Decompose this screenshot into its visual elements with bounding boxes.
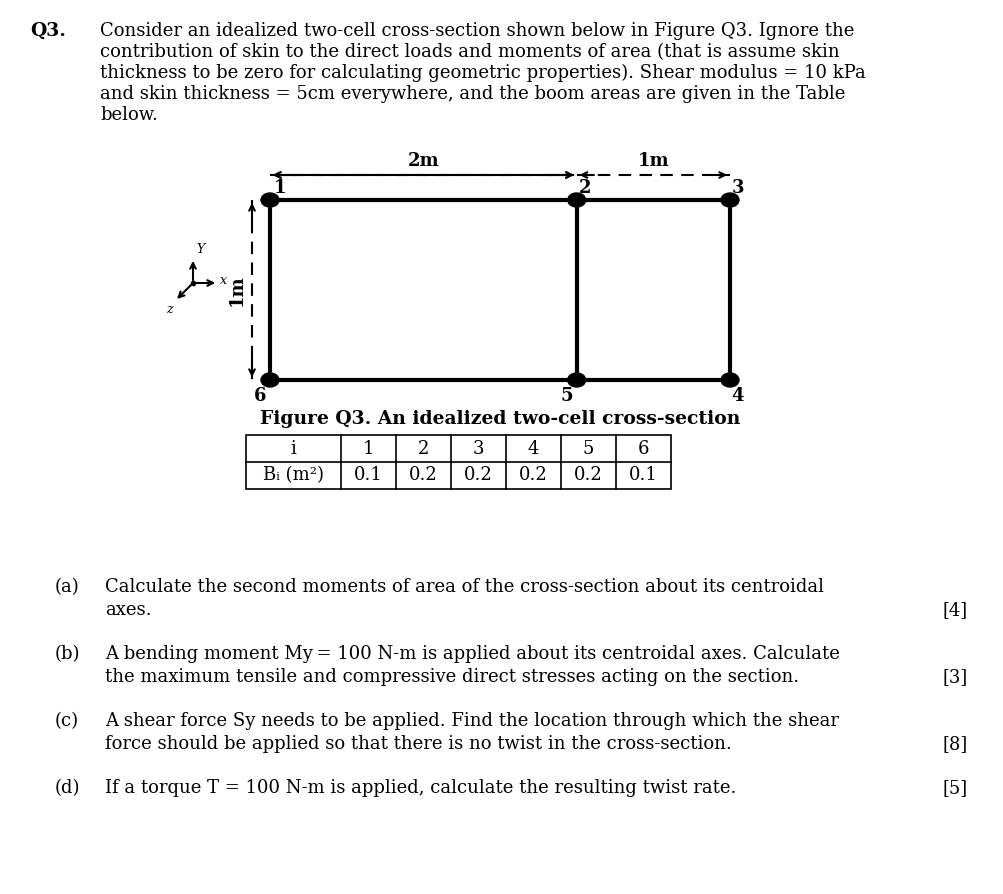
Text: 0.2: 0.2 [519, 467, 548, 485]
Text: 3: 3 [731, 179, 743, 197]
Text: A shear force Sy needs to be applied. Find the location through which the shear: A shear force Sy needs to be applied. Fi… [105, 712, 839, 730]
Text: 4: 4 [528, 440, 539, 458]
Text: 4: 4 [731, 387, 743, 405]
Text: Calculate the second moments of area of the cross-section about its centroidal: Calculate the second moments of area of … [105, 578, 823, 596]
Text: (b): (b) [55, 645, 80, 663]
Ellipse shape [261, 373, 279, 387]
Text: 1m: 1m [637, 152, 668, 170]
Text: Consider an idealized two-cell cross-section shown below in Figure Q3. Ignore th: Consider an idealized two-cell cross-sec… [100, 22, 854, 40]
Text: Y: Y [196, 243, 204, 256]
Ellipse shape [261, 193, 279, 207]
Text: 1: 1 [362, 440, 374, 458]
Text: 0.1: 0.1 [354, 467, 382, 485]
Text: A bending moment My = 100 N-m is applied about its centroidal axes. Calculate: A bending moment My = 100 N-m is applied… [105, 645, 840, 663]
Text: 2: 2 [578, 179, 591, 197]
Text: 2m: 2m [407, 152, 438, 170]
Text: 0.1: 0.1 [629, 467, 657, 485]
Text: x: x [220, 274, 227, 288]
Text: 0.2: 0.2 [574, 467, 602, 485]
Text: Bᵢ (m²): Bᵢ (m²) [263, 467, 324, 485]
Text: the maximum tensile and compressive direct stresses acting on the section.: the maximum tensile and compressive dire… [105, 668, 798, 686]
Text: and skin thickness = 5cm everywhere, and the boom areas are given in the Table: and skin thickness = 5cm everywhere, and… [100, 85, 845, 103]
Text: 0.2: 0.2 [408, 467, 437, 485]
Text: force should be applied so that there is no twist in the cross-section.: force should be applied so that there is… [105, 735, 731, 753]
Ellipse shape [720, 193, 738, 207]
Text: (d): (d) [55, 779, 80, 797]
Ellipse shape [567, 373, 585, 387]
Text: i: i [290, 440, 296, 458]
Text: 1: 1 [274, 179, 286, 197]
Text: 5: 5 [560, 387, 573, 405]
Text: [8]: [8] [942, 735, 967, 753]
Text: Q3.: Q3. [30, 22, 66, 40]
Text: Figure Q3. An idealized two-cell cross-section: Figure Q3. An idealized two-cell cross-s… [260, 410, 739, 428]
Text: 3: 3 [472, 440, 483, 458]
Text: If a torque T = 100 N-m is applied, calculate the resulting twist rate.: If a torque T = 100 N-m is applied, calc… [105, 779, 735, 797]
Text: (c): (c) [55, 712, 79, 730]
Text: 0.2: 0.2 [463, 467, 492, 485]
Ellipse shape [567, 193, 585, 207]
Text: z: z [166, 303, 173, 316]
Text: 5: 5 [582, 440, 594, 458]
Text: contribution of skin to the direct loads and moments of area (that is assume ski: contribution of skin to the direct loads… [100, 43, 839, 61]
Text: below.: below. [100, 106, 157, 124]
Text: (a): (a) [55, 578, 79, 596]
Bar [246, 435, 670, 489]
Text: 2: 2 [417, 440, 428, 458]
Text: 6: 6 [254, 387, 266, 405]
Text: [4]: [4] [942, 601, 967, 619]
Text: [3]: [3] [942, 668, 967, 686]
Text: 6: 6 [637, 440, 649, 458]
Text: thickness to be zero for calculating geometric properties). Shear modulus = 10 k: thickness to be zero for calculating geo… [100, 64, 865, 82]
Text: 1m: 1m [228, 274, 246, 306]
Text: [5]: [5] [942, 779, 967, 797]
Text: axes.: axes. [105, 601, 151, 619]
Ellipse shape [720, 373, 738, 387]
